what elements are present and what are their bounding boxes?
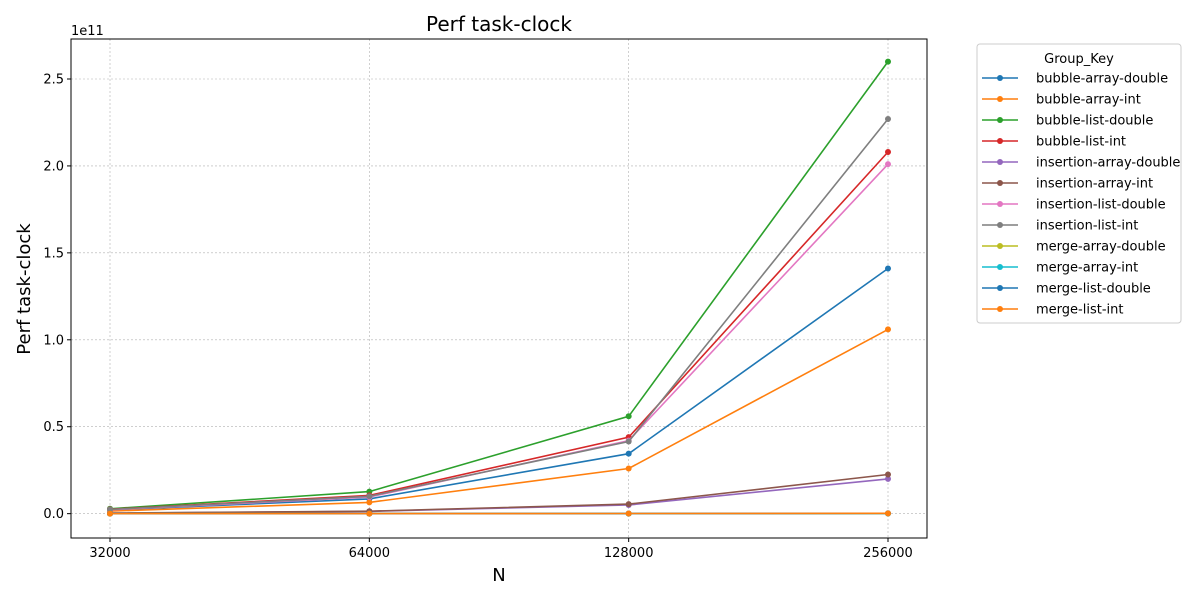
series-insertion-list-double <box>107 161 891 513</box>
legend-label: bubble-list-int <box>1036 135 1126 150</box>
x-tick-label: 64000 <box>349 546 390 561</box>
legend-item: merge-list-int <box>982 303 1123 318</box>
data-point <box>885 161 891 168</box>
data-point <box>885 326 891 333</box>
legend-marker <box>997 159 1003 165</box>
series-bubble-array-double <box>107 265 891 514</box>
legend-item: merge-list-double <box>982 282 1151 297</box>
legend-item: bubble-array-int <box>982 93 1141 108</box>
legend-item: bubble-list-int <box>982 135 1126 150</box>
y-axis-label: Perf task-clock <box>14 223 35 355</box>
series-line <box>109 61 889 510</box>
series-line <box>109 163 889 511</box>
y-axis-multiplier: 1e11 <box>71 24 104 39</box>
data-point <box>885 149 891 156</box>
legend-item: merge-array-double <box>982 240 1166 255</box>
legend-label: insertion-array-double <box>1036 156 1180 171</box>
legend-label: bubble-array-double <box>1036 72 1168 87</box>
plot-frame <box>70 38 928 539</box>
series-line <box>109 267 889 511</box>
series-bubble-array-int <box>107 326 891 515</box>
legend-marker <box>997 264 1003 270</box>
y-tick-label: 0.5 <box>43 420 64 435</box>
grid <box>71 39 927 538</box>
x-tick-label: 128000 <box>604 546 654 561</box>
legend-marker <box>997 117 1003 123</box>
legend-label: merge-list-double <box>1036 282 1151 297</box>
chart-title: Perf task-clock <box>426 12 572 36</box>
x-tick-label: 32000 <box>89 546 130 561</box>
legend-marker <box>997 138 1003 144</box>
y-tick-label: 2.0 <box>43 159 64 174</box>
x-axis-label: N <box>492 565 505 586</box>
series-insertion-array-int <box>107 471 891 517</box>
series-layer <box>107 58 891 517</box>
series-line <box>109 328 889 512</box>
data-point <box>625 510 632 517</box>
legend-marker <box>997 96 1003 102</box>
legend-item: insertion-array-double <box>982 156 1180 171</box>
legend-marker <box>997 201 1003 207</box>
legend-item: insertion-list-double <box>982 198 1166 213</box>
y-tick-label: 0.0 <box>43 507 64 522</box>
data-point <box>366 510 373 517</box>
legend-frame <box>976 43 1182 324</box>
legend: Group_Key bubble-array-double bubble-arra… <box>976 43 1182 324</box>
x-ticks: 32000 64000 128000 256000 <box>89 538 913 561</box>
data-point <box>625 450 632 457</box>
legend-title: Group_Key <box>1044 52 1114 67</box>
legend-label: insertion-array-int <box>1036 177 1153 192</box>
legend-label: merge-array-double <box>1036 240 1166 255</box>
data-point <box>625 501 632 508</box>
legend-marker <box>997 222 1003 228</box>
y-tick-label: 1.5 <box>43 246 64 261</box>
series-line <box>109 118 889 511</box>
legend-marker <box>997 285 1003 291</box>
y-tick-label: 1.0 <box>43 333 64 348</box>
legend-marker <box>997 180 1003 186</box>
legend-item: merge-array-int <box>982 261 1138 276</box>
data-point <box>366 493 373 500</box>
data-point <box>885 58 891 65</box>
data-point <box>885 471 891 478</box>
data-point <box>107 506 113 513</box>
legend-marker <box>997 75 1003 81</box>
series-insertion-list-int <box>107 115 891 513</box>
data-point <box>107 510 113 517</box>
y-tick-label: 2.5 <box>43 72 64 87</box>
x-tick-label: 256000 <box>863 546 913 561</box>
series-merge-list-int <box>107 510 891 517</box>
legend-label: insertion-list-int <box>1036 219 1138 234</box>
data-point <box>885 510 891 517</box>
legend-marker <box>997 306 1003 312</box>
series-insertion-array-double <box>107 475 891 517</box>
legend-label: insertion-list-double <box>1036 198 1166 213</box>
data-point <box>625 438 632 445</box>
data-point <box>885 265 891 272</box>
legend-marker <box>997 243 1003 249</box>
legend-label: merge-array-int <box>1036 261 1138 276</box>
legend-label: merge-list-int <box>1036 303 1123 318</box>
legend-label: bubble-list-double <box>1036 114 1153 129</box>
data-point <box>625 465 632 472</box>
series-bubble-list-int <box>107 149 891 513</box>
series-line <box>109 473 889 514</box>
y-ticks: 0.0 0.5 1.0 1.5 2.0 2.5 <box>43 72 71 522</box>
legend-label: bubble-array-int <box>1036 93 1141 108</box>
legend-item: bubble-list-double <box>982 114 1153 129</box>
data-point <box>885 115 891 122</box>
series-line <box>109 151 889 511</box>
legend-item: insertion-list-int <box>982 219 1138 234</box>
legend-item: bubble-array-double <box>982 72 1168 87</box>
data-point <box>885 475 891 482</box>
legend-item: insertion-array-int <box>982 177 1153 192</box>
data-point <box>366 499 373 506</box>
data-point <box>625 413 632 420</box>
